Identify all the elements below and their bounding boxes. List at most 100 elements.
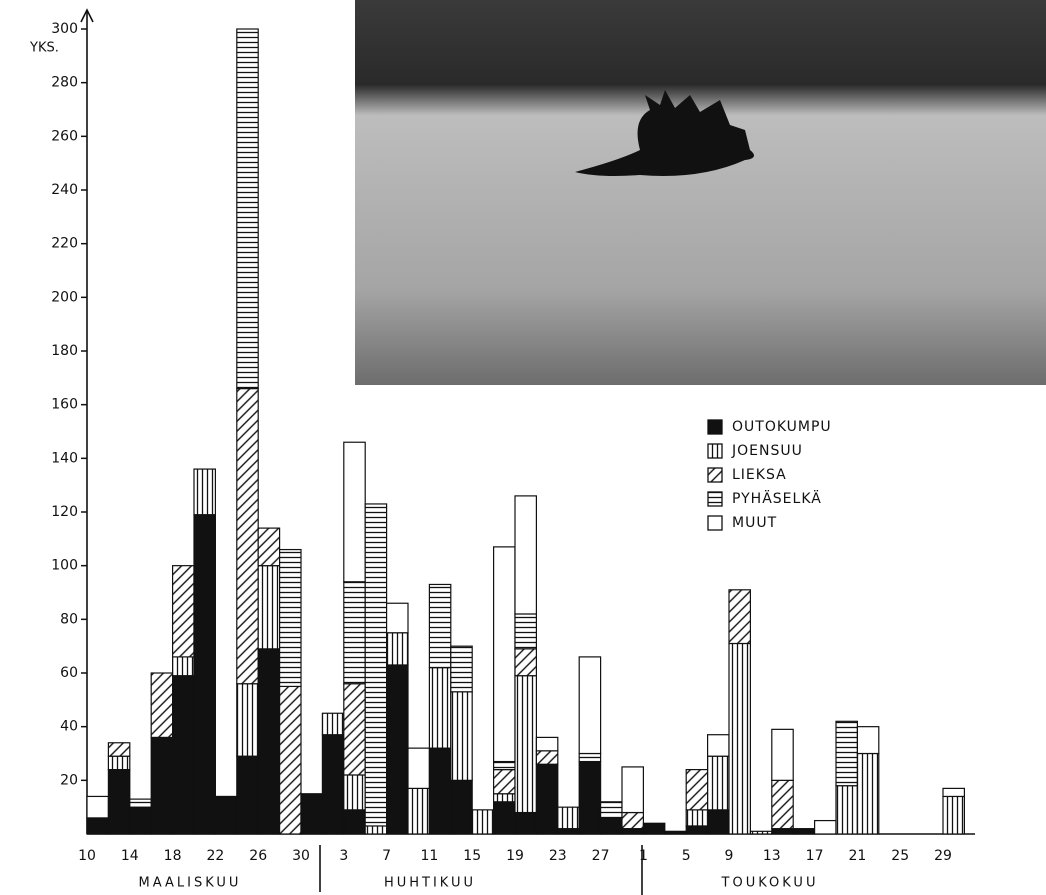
x-tick-label: 5 — [682, 848, 691, 864]
bar-segment — [450, 691, 473, 781]
x-tick-label: 13 — [763, 848, 781, 864]
bar-segment — [792, 828, 816, 835]
legend-swatch — [707, 443, 723, 459]
legend-label: PYHÄSELKÄ — [732, 489, 822, 507]
y-tick-label: 180 — [51, 343, 78, 359]
x-tick-label: 11 — [420, 848, 438, 864]
bar-segment — [514, 811, 537, 835]
bar-segment — [450, 779, 473, 835]
bar-segment — [193, 468, 216, 516]
bar-segment — [321, 712, 345, 736]
month-label: MAALISKUU — [139, 876, 242, 891]
bar-segment — [343, 581, 366, 685]
bar-segment — [942, 787, 965, 798]
bar-segment — [535, 750, 559, 765]
bar-segment — [835, 720, 858, 787]
y-tick-label: 280 — [51, 75, 78, 91]
bar-segment — [129, 806, 152, 835]
bar-segment — [942, 795, 965, 835]
photo — [355, 0, 1046, 385]
bar-segment — [428, 667, 452, 749]
x-tick-label: 23 — [549, 848, 567, 864]
bar-segment — [599, 817, 623, 835]
bar-segment — [664, 830, 687, 835]
bar-segment — [428, 747, 452, 835]
bar-segment — [279, 548, 302, 688]
x-tick-label: 18 — [164, 848, 182, 864]
bar-segment — [321, 734, 345, 835]
bar-segment — [493, 760, 516, 771]
month-label: HUHTIKUU — [384, 876, 476, 891]
y-tick-label: 80 — [60, 611, 78, 627]
bar-segment — [236, 28, 259, 390]
bar-segment — [107, 768, 131, 835]
bar-segment — [86, 817, 109, 835]
x-tick-label: 25 — [891, 848, 909, 864]
bar-segment — [557, 806, 580, 830]
bar-segment — [856, 726, 880, 755]
bar-segment — [214, 795, 238, 835]
bar-segment — [407, 747, 430, 789]
bar-segment — [236, 683, 259, 757]
bar-segment — [514, 495, 537, 615]
x-tick-label: 1 — [639, 848, 648, 864]
bar-segment — [535, 736, 559, 752]
bar-segment — [172, 656, 195, 677]
x-tick-label: 15 — [463, 848, 481, 864]
x-tick-label: 14 — [121, 848, 139, 864]
y-tick-label: 200 — [51, 289, 78, 305]
y-tick-label: 160 — [51, 397, 78, 413]
bar-segment — [172, 565, 195, 658]
bar-segment — [343, 683, 366, 776]
bar-segment — [493, 546, 516, 763]
bar-segment — [685, 768, 709, 811]
y-tick-label: 40 — [60, 719, 78, 735]
bar-segment — [557, 828, 580, 835]
bar-segment — [835, 785, 858, 835]
x-tick-label: 30 — [292, 848, 310, 864]
bar-segment — [813, 819, 837, 835]
y-tick-label: 240 — [51, 182, 78, 198]
y-tick-label: 300 — [51, 21, 78, 37]
bar-segment — [386, 602, 409, 634]
bar-segment — [621, 766, 644, 814]
bar-segment — [685, 825, 709, 835]
bar-segment — [706, 734, 730, 757]
bar-segment — [535, 763, 559, 835]
bar-segment — [728, 589, 751, 645]
legend-swatch — [707, 491, 723, 507]
bar-segment — [493, 793, 516, 803]
y-axis-label: YKS. — [29, 41, 59, 56]
bar-segment — [407, 787, 430, 835]
bar-segment — [599, 801, 623, 819]
x-tick-label: 10 — [78, 848, 96, 864]
bar-segment — [621, 828, 644, 835]
legend-label: LIEKSA — [732, 467, 787, 483]
bar-segment — [514, 613, 537, 650]
bar-segment — [150, 672, 174, 739]
bar-segment — [86, 795, 109, 819]
bar-segment — [279, 685, 302, 835]
bar-segment — [364, 503, 388, 827]
bar-segment — [706, 809, 730, 835]
month-label: TOUKOKUU — [721, 876, 819, 891]
bar-segment — [578, 752, 602, 763]
bar-segment — [107, 742, 131, 757]
bar-segment — [172, 675, 195, 835]
bar-segment — [514, 675, 537, 814]
bar-segment — [257, 527, 281, 567]
x-tick-label: 22 — [206, 848, 224, 864]
y-tick-label: 260 — [51, 128, 78, 144]
bar-segment — [578, 760, 602, 835]
bar-segment — [514, 648, 537, 677]
x-tick-label: 3 — [339, 848, 348, 864]
bar-segment — [706, 755, 730, 811]
legend-swatch — [707, 419, 723, 435]
bar-segment — [364, 825, 388, 835]
bar-segment — [428, 583, 452, 669]
x-tick-label: 9 — [725, 848, 734, 864]
bar-segment — [728, 642, 751, 835]
bar-segment — [257, 648, 281, 835]
y-tick-label: 60 — [60, 665, 78, 681]
